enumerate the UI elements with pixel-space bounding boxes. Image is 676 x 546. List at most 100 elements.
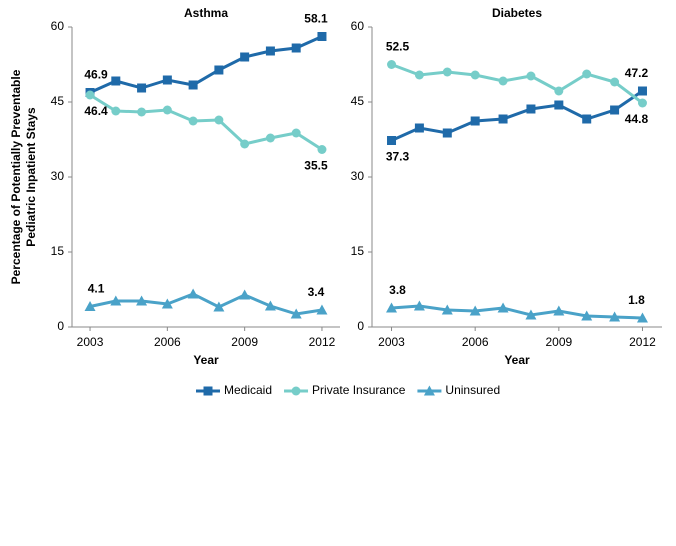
marker [387,136,397,145]
y-axis-title-line: Percentage of Potentially Preventable [9,69,23,284]
marker [526,104,536,114]
x-tick-label: 2012 [629,335,656,349]
data-label: 1.8 [628,293,645,307]
series-line [391,304,643,320]
marker [387,60,397,69]
marker [265,133,275,143]
marker [470,70,480,80]
legend-label: Uninsured [445,383,500,397]
legend-label: Medicaid [224,383,272,397]
marker [111,76,121,86]
data-label: 37.3 [386,150,410,164]
marker [239,289,251,300]
data-label: 4.1 [88,282,105,296]
marker [553,305,565,316]
marker [137,83,147,93]
legend-label: Private Insurance [312,383,406,397]
y-tick-label: 45 [51,94,65,108]
data-label: 46.4 [84,104,108,118]
y-tick-label: 15 [51,244,65,258]
y-axis-title: Percentage of Potentially PreventablePed… [9,69,38,284]
series-line [390,63,644,105]
marker [136,295,148,306]
x-tick-label: 2003 [77,335,104,349]
marker [316,304,328,315]
x-tick-label: 2012 [309,335,336,349]
marker [414,123,424,133]
chart-title: Diabetes [492,6,542,20]
y-tick-label: 30 [351,169,365,183]
marker [291,128,301,138]
x-tick-label: 2006 [462,335,489,349]
data-label: 3.8 [389,283,406,297]
data-label: 46.9 [84,68,108,82]
chart-title: Asthma [184,6,228,20]
y-tick-label: 30 [51,169,65,183]
marker [442,128,452,138]
x-tick-label: 2006 [154,335,181,349]
marker [317,145,327,154]
y-tick-label: 0 [357,319,364,333]
y-axis-title-line: Pediatric Inpatient Stays [24,107,38,247]
marker [187,288,199,299]
data-label: 35.5 [304,159,328,173]
data-label: 44.8 [625,112,649,126]
series-line [390,89,644,142]
marker [111,106,121,116]
marker [470,116,480,126]
marker [214,115,224,125]
marker [203,386,213,396]
marker [554,86,564,96]
x-tick-label: 2009 [231,335,258,349]
data-label: 3.4 [308,285,325,299]
marker [188,116,198,126]
x-tick-label: 2003 [378,335,405,349]
marker [581,310,593,321]
marker [526,71,536,81]
marker [317,32,327,41]
marker [610,105,620,115]
marker [291,386,301,396]
y-tick-label: 60 [51,19,65,33]
marker [498,76,508,86]
marker [413,300,425,311]
series-line [89,35,323,94]
x-tick-label: 2009 [545,335,572,349]
marker [423,385,435,396]
marker [582,69,592,79]
marker [636,312,648,323]
y-tick-label: 15 [351,244,365,258]
data-label: 58.1 [304,12,328,26]
marker [240,139,250,149]
data-label: 52.5 [386,40,410,54]
series-line [89,292,323,316]
marker [188,80,198,90]
marker [137,107,147,117]
x-axis-title: Year [193,353,219,367]
marker [84,301,96,311]
y-tick-label: 60 [351,19,365,33]
x-axis-title: Year [504,353,530,367]
marker [386,302,398,313]
marker [110,295,122,306]
marker [162,75,172,85]
marker [161,298,173,309]
marker [525,309,537,320]
marker [162,105,172,115]
marker [290,308,302,319]
marker [442,67,452,77]
y-tick-label: 0 [57,319,64,333]
marker [637,86,647,96]
marker [214,65,224,75]
marker [291,43,301,53]
data-label: 47.2 [625,66,649,80]
marker [582,114,592,124]
y-tick-label: 45 [351,94,365,108]
marker [240,52,250,62]
marker [637,98,647,108]
marker [85,90,95,100]
marker [497,302,509,313]
marker [414,70,424,80]
marker [264,300,276,311]
